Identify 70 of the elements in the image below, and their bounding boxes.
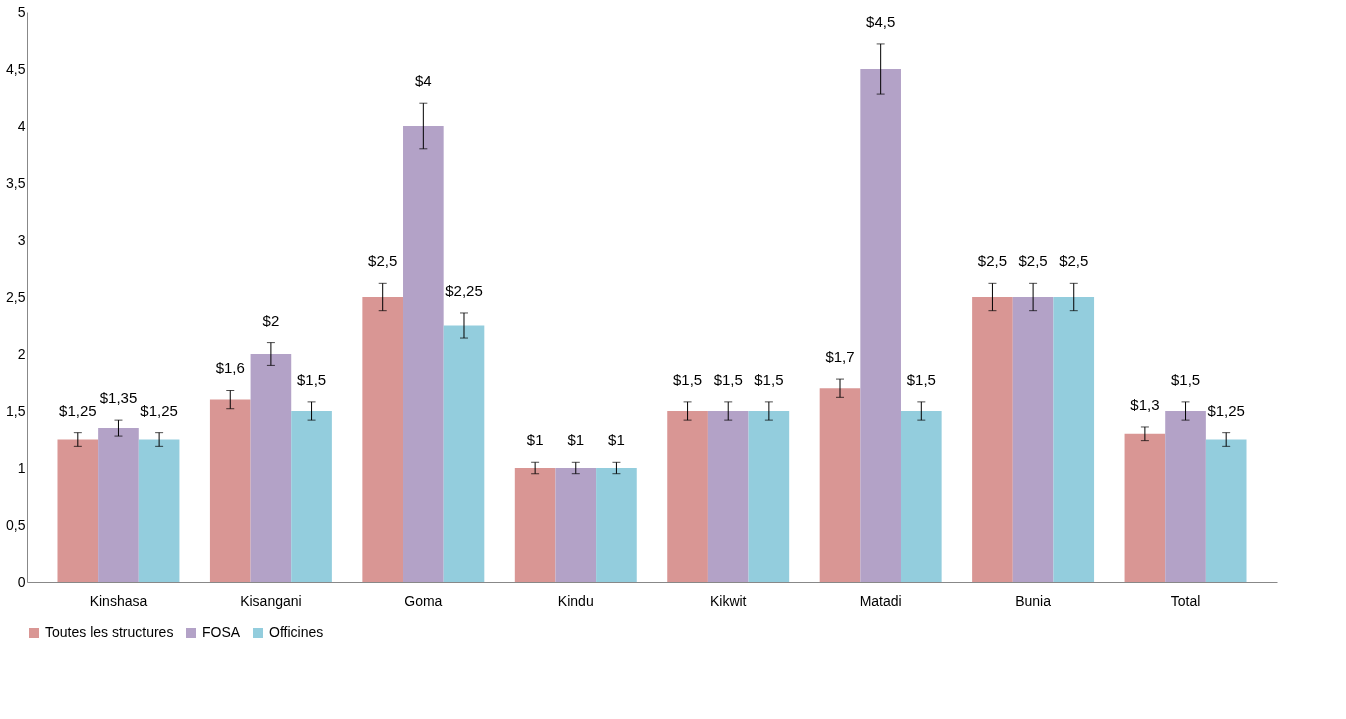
data-label: $1,3 [1130, 395, 1160, 413]
bar [291, 411, 332, 582]
bar [1205, 439, 1247, 582]
bar [555, 468, 597, 582]
bar [596, 468, 637, 582]
bar [250, 354, 292, 582]
legend-label: Toutes les structures [45, 624, 174, 640]
y-tick-label: 3,5 [6, 174, 26, 191]
data-label: $1,6 [215, 359, 245, 377]
data-label: $1 [526, 431, 544, 449]
bar [1012, 297, 1054, 582]
y-tick-label: 2 [17, 345, 26, 362]
y-tick-label: 3 [17, 231, 26, 248]
bar [900, 411, 942, 582]
data-label: $1,7 [825, 348, 855, 366]
bar [362, 297, 404, 582]
bar [1165, 411, 1206, 582]
x-tick-label: Kinshasa [89, 592, 148, 609]
x-tick-label: Total [1170, 592, 1201, 609]
data-label: $2,25 [445, 281, 483, 299]
bar [209, 399, 251, 582]
data-label: $1,35 [99, 389, 138, 407]
data-label: $1,25 [140, 401, 178, 419]
y-tick-label: 5 [17, 3, 26, 20]
data-label: $1,5 [906, 370, 936, 388]
legend-label: Officines [269, 624, 324, 640]
bar [403, 126, 444, 582]
bar [443, 325, 485, 582]
y-tick-label: 1,5 [6, 402, 26, 419]
bar [98, 428, 139, 582]
data-label: $4 [415, 72, 432, 90]
x-tick-label: Kisangani [240, 592, 302, 609]
data-label: $2,5 [1059, 252, 1089, 270]
bar [707, 411, 749, 582]
data-label: $1,5 [1170, 370, 1201, 388]
bar [57, 439, 99, 582]
x-tick-label: Goma [404, 592, 443, 609]
bar [1053, 297, 1095, 582]
y-tick-label: 2,5 [6, 288, 26, 305]
legend-label: FOSA [202, 624, 241, 640]
bar [667, 411, 708, 582]
x-tick-label: Kikwit [709, 592, 747, 609]
x-tick-label: Bunia [1015, 592, 1052, 609]
data-label: $1,5 [296, 370, 327, 388]
bar [972, 297, 1013, 582]
data-label: $1 [567, 431, 585, 449]
bar [514, 468, 556, 582]
bar [1124, 433, 1166, 582]
bar [138, 439, 180, 582]
bar [819, 388, 861, 582]
bar [860, 69, 901, 582]
data-label: $1 [608, 431, 625, 449]
x-tick-label: Kindu [557, 592, 594, 609]
y-tick-label: 0 [17, 573, 26, 590]
y-tick-label: 0,5 [6, 516, 26, 533]
data-label: $2 [262, 311, 280, 329]
y-tick-label: 4,5 [6, 60, 26, 77]
x-tick-label: Matadi [859, 592, 902, 609]
data-label: $2,5 [1018, 252, 1048, 270]
data-label: $2,5 [977, 252, 1008, 270]
bar [748, 411, 790, 582]
data-label: $2,5 [368, 252, 398, 270]
data-label: $1,25 [59, 401, 97, 419]
y-tick-label: 4 [17, 117, 26, 134]
data-label: $1,5 [713, 370, 743, 388]
data-label: $1,25 [1207, 401, 1245, 419]
y-tick-label: 1 [17, 459, 26, 476]
data-label: $1,5 [754, 370, 784, 388]
data-label: $4,5 [866, 12, 896, 30]
data-label: $1,5 [672, 370, 703, 388]
